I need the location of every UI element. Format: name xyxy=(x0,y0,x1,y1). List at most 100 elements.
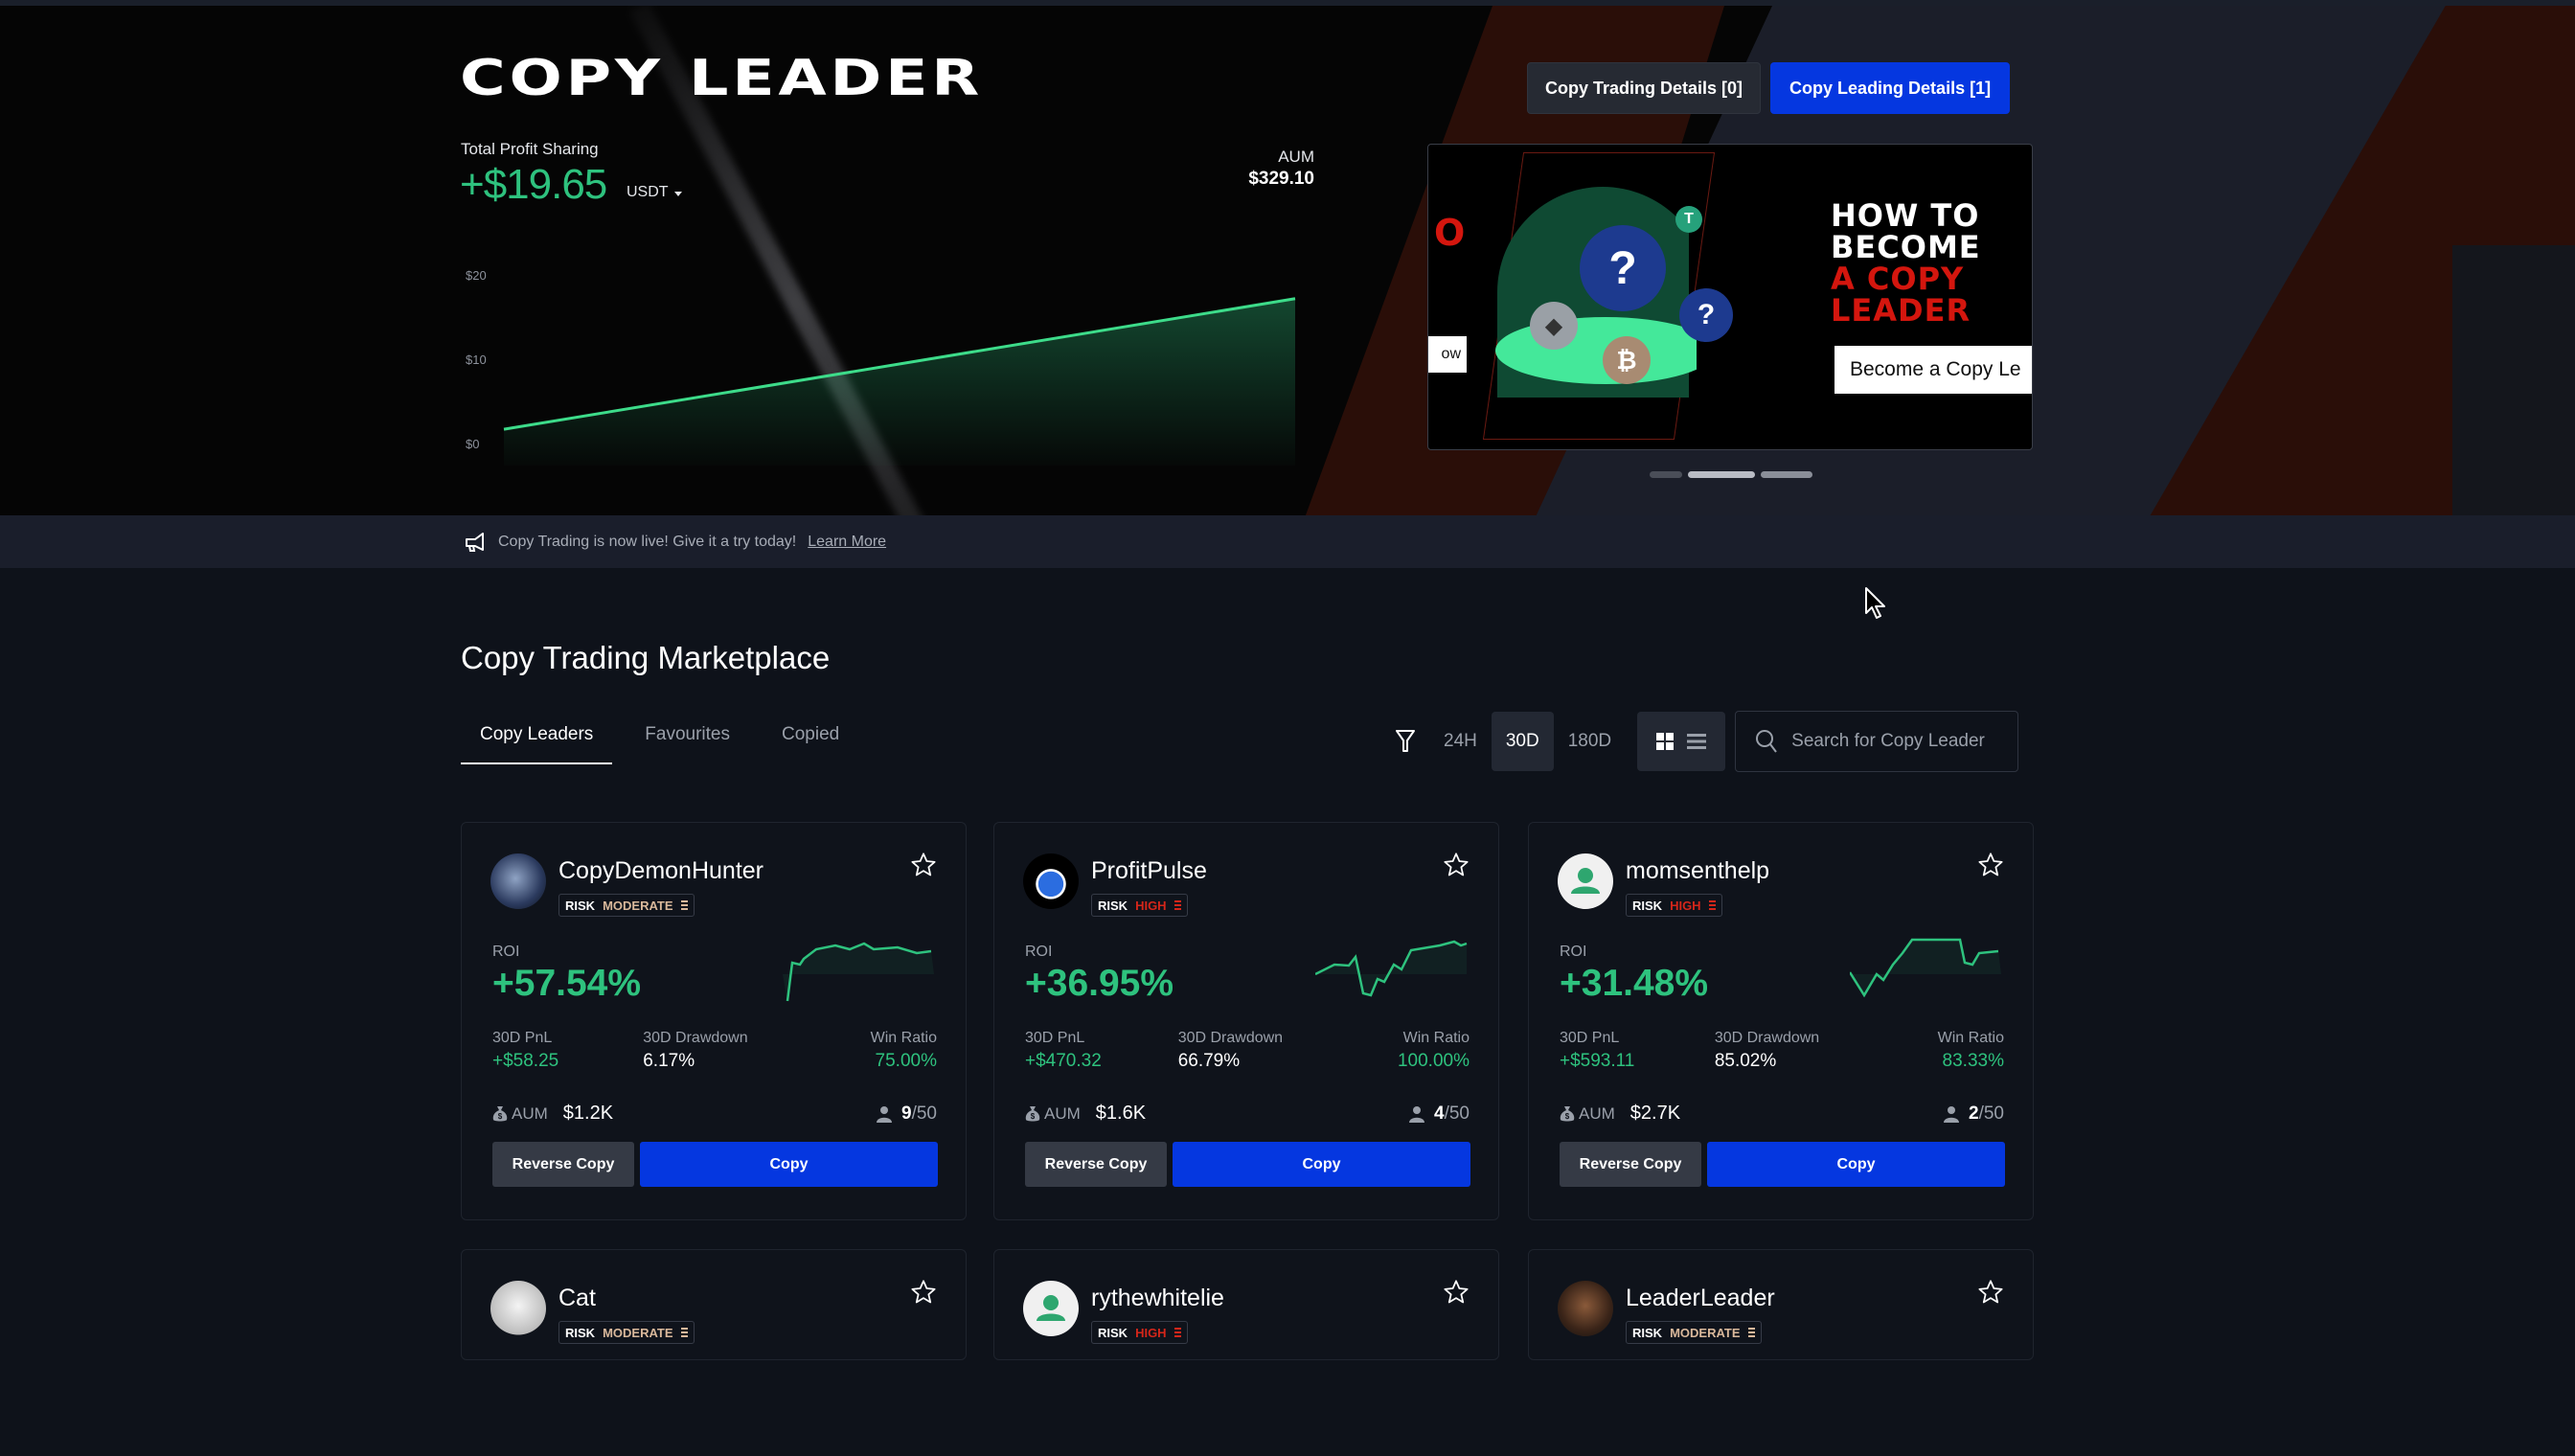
copy-button[interactable]: Copy xyxy=(1707,1142,2005,1187)
currency-label: USDT xyxy=(627,184,669,200)
tab-copy-leaders[interactable]: Copy Leaders xyxy=(461,709,613,764)
money-bag-icon: $ xyxy=(492,1105,508,1121)
leader-name[interactable]: LeaderLeader xyxy=(1626,1285,1775,1311)
total-profit-value: +$19.65 xyxy=(460,161,607,208)
risk-level-icon xyxy=(1174,1328,1181,1337)
leader-name[interactable]: Cat xyxy=(558,1285,596,1311)
period-30d[interactable]: 30D xyxy=(1491,712,1554,771)
banner-heading: HOW TO BECOME A COPY LEADER xyxy=(1831,197,1981,329)
favourite-star-icon[interactable] xyxy=(1977,1279,2004,1306)
favourite-star-icon[interactable] xyxy=(1443,1279,1470,1306)
win-ratio-metric: Win Ratio 83.33% xyxy=(1937,1030,2004,1071)
promo-banner-carousel[interactable]: O ow ? ? ◆ ₿ T HOW TO BECOME A COPY LEAD… xyxy=(1427,144,2033,450)
avatar[interactable] xyxy=(1558,853,1613,909)
leader-name[interactable]: rythewhitelie xyxy=(1091,1285,1224,1311)
risk-level-icon xyxy=(1708,900,1716,910)
profit-line-chart xyxy=(503,297,1296,466)
reverse-copy-button[interactable]: Reverse Copy xyxy=(492,1142,634,1187)
copy-leading-details-button[interactable]: Copy Leading Details [1] xyxy=(1770,62,2011,114)
copy-button[interactable]: Copy xyxy=(1173,1142,1470,1187)
announcement-bar: Copy Trading is now live! Give it a try … xyxy=(0,515,2575,568)
carousel-pagination xyxy=(1650,471,1812,478)
question-coin-icon: ? xyxy=(1580,225,1666,311)
reverse-copy-button[interactable]: Reverse Copy xyxy=(1560,1142,1701,1187)
y-tick: $10 xyxy=(466,353,487,367)
copy-leader-card[interactable]: ProfitPulse RISK HIGH ROI +36.95% 30D Pn… xyxy=(993,822,1499,1220)
reverse-copy-button[interactable]: Reverse Copy xyxy=(1025,1142,1167,1187)
tab-favourites[interactable]: Favourites xyxy=(645,724,730,744)
leader-name[interactable]: momsenthelp xyxy=(1626,857,1770,884)
copy-leader-card[interactable]: Cat RISK MODERATE xyxy=(461,1249,967,1360)
roi-label: ROI xyxy=(1025,944,1053,960)
copy-leader-card[interactable]: CopyDemonHunter RISK MODERATE ROI +57.54… xyxy=(461,822,967,1220)
profit-chart: $20 $10 $0 xyxy=(460,255,1303,466)
learn-more-link[interactable]: Learn More xyxy=(808,534,887,550)
roi-sparkline xyxy=(1850,938,2001,998)
tab-copied[interactable]: Copied xyxy=(782,724,840,744)
roi-label: ROI xyxy=(1560,944,1587,960)
user-icon xyxy=(1944,1105,1959,1123)
carousel-dot-1[interactable] xyxy=(1650,471,1682,478)
marketplace-title: Copy Trading Marketplace xyxy=(461,640,831,675)
avatar[interactable] xyxy=(490,853,546,909)
period-24h[interactable]: 24H xyxy=(1444,731,1477,751)
drawdown-metric: 30D Drawdown 66.79% xyxy=(1177,1030,1284,1071)
previous-slide-button[interactable]: ow xyxy=(1428,336,1467,373)
favourite-star-icon[interactable] xyxy=(1443,852,1470,878)
avatar[interactable] xyxy=(1558,1281,1613,1336)
megaphone-icon xyxy=(466,533,484,552)
roi-value: +31.48% xyxy=(1560,963,1709,1004)
list-view-icon[interactable] xyxy=(1687,733,1707,750)
aum-row: $ AUM $1.2K 9/50 xyxy=(492,1103,937,1125)
roi-value: +57.54% xyxy=(492,963,642,1004)
copy-leader-card[interactable]: momsenthelp RISK HIGH ROI +31.48% 30D Pn… xyxy=(1528,822,2034,1220)
period-180d[interactable]: 180D xyxy=(1567,731,1612,751)
card-actions: Reverse Copy Copy xyxy=(1025,1142,1470,1187)
copiers-count: 4/50 xyxy=(1409,1103,1470,1125)
become-copy-leader-button[interactable]: Become a Copy Le xyxy=(1834,346,2032,394)
grid-view-icon[interactable] xyxy=(1656,733,1675,750)
favourite-star-icon[interactable] xyxy=(1977,852,2004,878)
carousel-dot-3[interactable] xyxy=(1761,471,1812,478)
hero-actions: Copy Trading Details [0] Copy Leading De… xyxy=(1527,62,2011,114)
favourite-star-icon[interactable] xyxy=(910,852,937,878)
risk-level-icon xyxy=(1747,1328,1755,1337)
roi-label: ROI xyxy=(492,944,520,960)
default-avatar-icon xyxy=(1037,1295,1065,1321)
metrics-row: 30D PnL +$470.32 30D Drawdown 66.79% Win R… xyxy=(1025,1030,1470,1072)
risk-level-icon xyxy=(680,900,688,910)
risk-badge: RISK MODERATE xyxy=(558,1321,695,1344)
avatar[interactable] xyxy=(1023,853,1079,909)
marketplace-toolbar: 24H 30D 180D xyxy=(1381,711,2019,772)
hero-section: COPY LEADER Total Profit Sharing +$19.65… xyxy=(0,6,2575,515)
announcement-text: Copy Trading is now live! Give it a try … xyxy=(498,534,797,550)
leader-name[interactable]: ProfitPulse xyxy=(1091,857,1207,884)
tether-coin-icon: T xyxy=(1675,206,1702,233)
copy-trading-details-button[interactable]: Copy Trading Details [0] xyxy=(1527,62,1762,114)
copy-leader-card[interactable]: LeaderLeader RISK MODERATE xyxy=(1528,1249,2034,1360)
search-input[interactable] xyxy=(1791,731,2003,752)
question-coin-icon: ? xyxy=(1679,288,1733,342)
copiers-count: 9/50 xyxy=(877,1103,937,1125)
risk-level-icon xyxy=(1174,900,1181,910)
avatar[interactable] xyxy=(1023,1281,1079,1336)
pnl-metric: 30D PnL +$58.25 xyxy=(492,1030,559,1071)
leader-name[interactable]: CopyDemonHunter xyxy=(558,857,763,884)
y-tick: $0 xyxy=(466,437,480,451)
favourite-star-icon[interactable] xyxy=(910,1279,937,1306)
metrics-row: 30D PnL +$58.25 30D Drawdown 6.17% Win Rat… xyxy=(492,1030,937,1072)
bitcoin-coin-icon: ₿ xyxy=(1603,336,1651,384)
svg-text:$: $ xyxy=(1565,1112,1570,1121)
card-actions: Reverse Copy Copy xyxy=(492,1142,938,1187)
avatar[interactable] xyxy=(490,1281,546,1336)
search-field[interactable] xyxy=(1735,711,2019,772)
copy-leader-card[interactable]: rythewhitelie RISK HIGH xyxy=(993,1249,1499,1360)
currency-dropdown[interactable]: USDT xyxy=(627,184,682,201)
risk-badge: RISK MODERATE xyxy=(1626,1321,1762,1344)
risk-level-icon xyxy=(680,1328,688,1337)
filter-button[interactable] xyxy=(1381,712,1429,771)
aum-label: AUM xyxy=(1278,148,1314,166)
carousel-dot-2-active[interactable] xyxy=(1688,471,1755,478)
copy-button[interactable]: Copy xyxy=(640,1142,938,1187)
risk-badge: RISK HIGH xyxy=(1091,1321,1188,1344)
